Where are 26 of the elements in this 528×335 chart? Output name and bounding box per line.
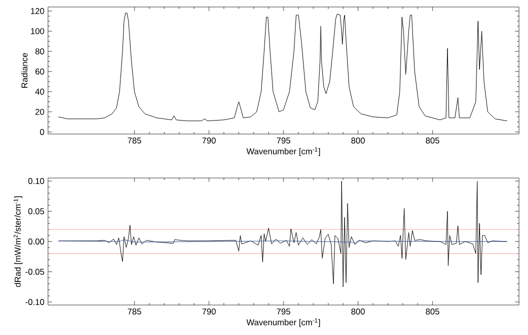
x-tick-label: 790 xyxy=(202,138,216,144)
y-tick-label: 0.10 xyxy=(28,178,44,184)
x-tick-label: 800 xyxy=(351,138,365,144)
y-tick-label: 40 xyxy=(35,88,44,95)
x-tick-label: 790 xyxy=(202,308,216,315)
y-tick-label: 60 xyxy=(36,68,44,74)
x-tick-label: 805 xyxy=(426,308,440,315)
x-tick-label: 795 xyxy=(276,308,290,315)
y-axis-title: dRad [mW/m$^{2}$/ster/cm$^{-1}$] xyxy=(14,196,22,287)
y-tick-label: 120 xyxy=(30,8,44,14)
y-tick-label: -0.05 xyxy=(26,268,44,275)
x-axis-title: Wavenumber [cm$^{-1}$] xyxy=(246,318,320,328)
y-tick-label: 20 xyxy=(35,108,44,115)
x-tick-label: 805 xyxy=(426,138,440,144)
x-tick-label: 795 xyxy=(276,138,290,144)
y-tick-label: 80 xyxy=(35,48,44,54)
y-tick-label: 0.05 xyxy=(28,208,44,214)
x-tick-label: 800 xyxy=(351,308,365,315)
y-tick-label: 0.00 xyxy=(28,238,44,244)
x-axis-title: Wavenumber [cm$^{-1}$] xyxy=(246,147,320,156)
y-tick-label: 100 xyxy=(30,28,44,34)
x-tick-label: 785 xyxy=(128,138,142,144)
x-tick-label: 785 xyxy=(128,308,142,315)
y-axis-title: Radiance xyxy=(21,53,28,88)
y-tick-label: -0.10 xyxy=(26,298,44,305)
y-tick-label: 0 xyxy=(40,128,44,135)
